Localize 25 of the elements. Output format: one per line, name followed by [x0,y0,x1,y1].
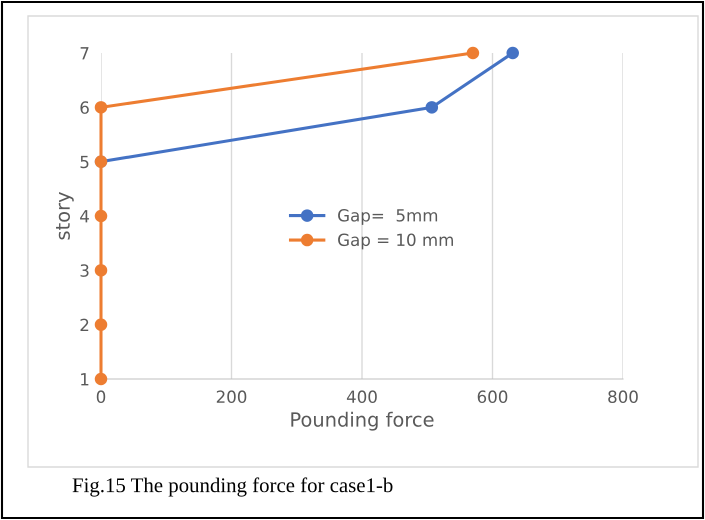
y-tick-label: 7 [80,47,88,60]
x-tick-label: 0 [96,390,106,404]
point [94,210,108,222]
point [94,264,108,277]
y-tick-label: 4 [80,210,89,222]
x-axis-title: Pounding force [291,412,434,431]
point [94,101,108,114]
y-tick-label: 5 [80,156,88,168]
x-tick-label: 600 [478,390,508,404]
x-tick-label: 400 [346,390,377,404]
point [466,46,480,60]
point [94,318,108,331]
x-tick-label: 800 [608,390,638,404]
point [94,372,108,386]
x-tick-label: 200 [216,390,246,404]
point [426,101,438,114]
point [506,46,519,60]
legend-label: Gap= 5mm [338,209,438,225]
y-tick-label: 3 [80,264,89,277]
y-axis-title: story [56,192,74,240]
y-tick-label: 2 [80,318,88,331]
caption: Fig.15 The pounding force for case1-b [72,477,393,497]
y-tick-label: 6 [80,101,89,114]
legend-label: Gap = 10 mm [338,234,453,250]
y-tick-label: 1 [81,373,88,386]
